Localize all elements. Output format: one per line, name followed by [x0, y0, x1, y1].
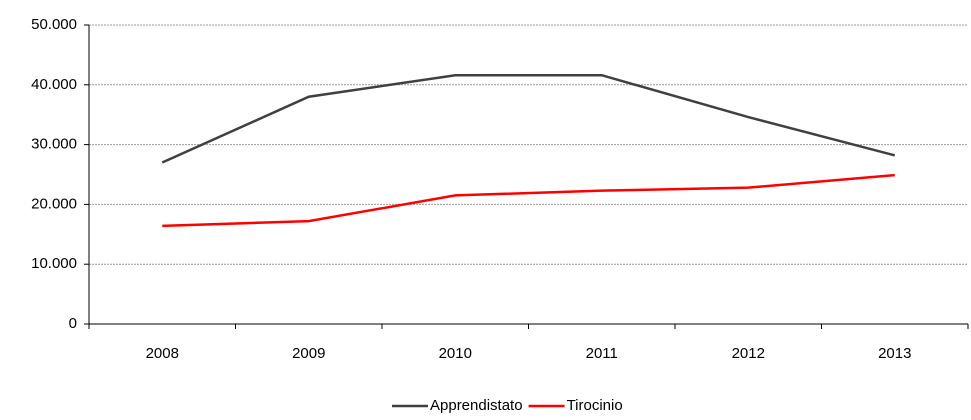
x-tick-label: 2008: [146, 345, 179, 362]
y-tick-label: 0: [69, 315, 77, 332]
x-tick-label: 2011: [586, 345, 618, 362]
y-tick-label: 30.000: [31, 136, 77, 153]
y-tick-label: 40.000: [31, 76, 77, 93]
legend-label: Apprendistato: [430, 397, 523, 414]
y-tick-label: 50.000: [31, 16, 77, 33]
x-tick-label: 2013: [878, 345, 911, 362]
x-tick-label: 2009: [292, 345, 325, 362]
y-tick-label: 20.000: [31, 195, 77, 212]
legend-label: Tirocinio: [567, 397, 623, 414]
x-tick-label: 2010: [439, 345, 472, 362]
y-tick-label: 10.000: [31, 255, 77, 272]
series-line: [162, 173, 895, 228]
series-line: [161, 73, 896, 164]
x-tick-label: 2012: [732, 345, 765, 362]
